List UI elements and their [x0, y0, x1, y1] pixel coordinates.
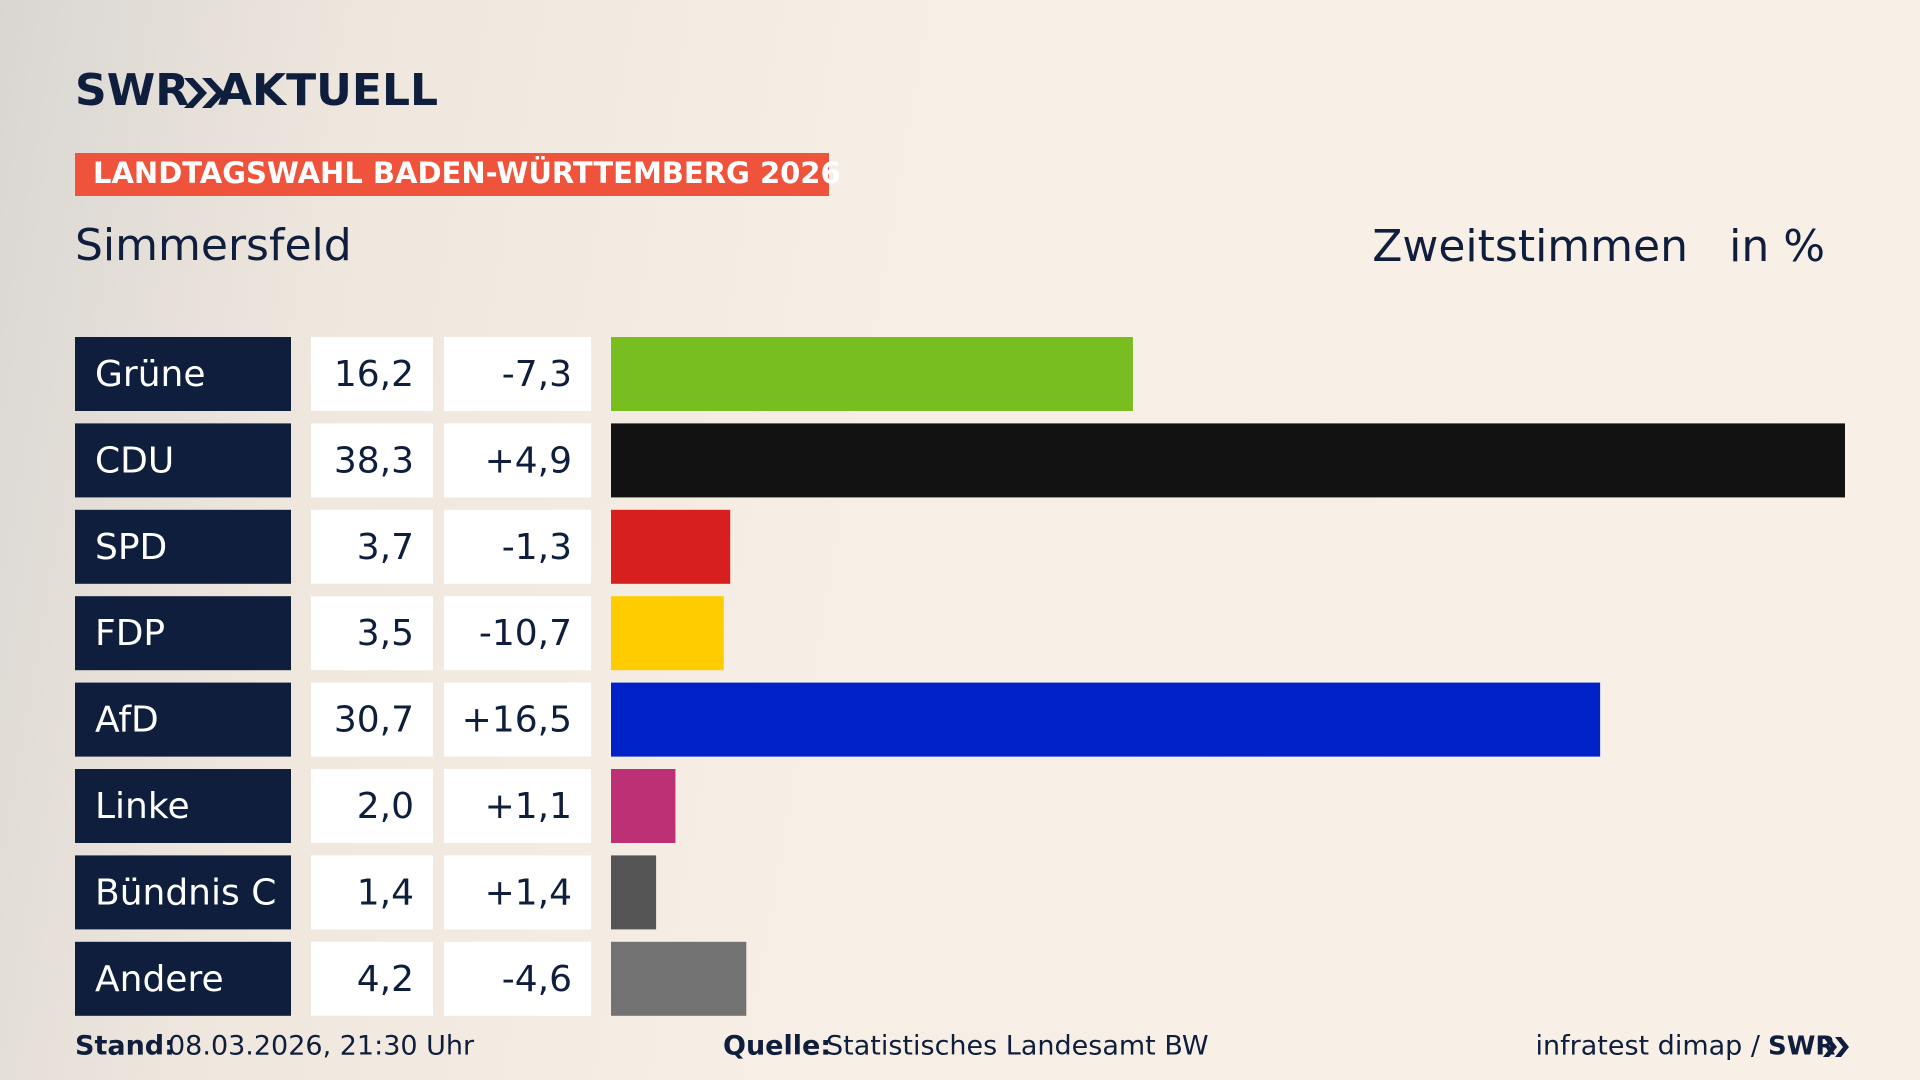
value-box: [311, 941, 433, 1016]
value-box: [311, 423, 433, 498]
bar: [611, 337, 1133, 411]
change-label: -10,7: [479, 613, 572, 654]
change-label: +1,1: [485, 786, 572, 827]
bar: [611, 769, 676, 843]
party-name: Bündnis C: [95, 872, 276, 913]
source-label: Quelle:: [723, 1031, 831, 1062]
change-box: [444, 769, 591, 843]
change-box: [444, 423, 591, 498]
chart-title: Simmersfeld: [75, 220, 352, 271]
value-label: 2,0: [357, 786, 414, 827]
value-label: 30,7: [334, 700, 414, 741]
brand-chevrons: [184, 78, 225, 108]
change-box: [444, 682, 591, 757]
change-label: +4,9: [485, 440, 572, 481]
bar: [611, 509, 731, 584]
change-box: [444, 337, 591, 411]
banner: LANDTAGSWAHL BADEN-WÜRTTEMBERG 2026: [93, 156, 841, 190]
party-name: SPD: [95, 527, 167, 568]
source: Statistisches Landesamt BW: [826, 1031, 1209, 1062]
value-label: 4,2: [357, 959, 414, 1000]
stand: 08.03.2026, 21:30 Uhr: [168, 1031, 475, 1062]
bar: [611, 423, 1845, 498]
change-label: +1,4: [485, 872, 572, 913]
party-box: [75, 682, 291, 757]
party-box: [75, 509, 291, 584]
measure: Zweitstimmen: [1372, 221, 1688, 272]
change-label: -1,3: [502, 527, 572, 568]
party-name: Andere: [95, 959, 224, 1000]
party-name: Linke: [95, 786, 190, 827]
party-box: [75, 769, 291, 843]
bar: [611, 855, 657, 930]
value-label: 38,3: [334, 440, 414, 481]
value-label: 3,5: [357, 613, 414, 654]
credit: infratest dimap /: [1535, 1031, 1760, 1062]
value-box: [311, 337, 433, 411]
value-box: [311, 855, 433, 930]
unit: in %: [1729, 221, 1825, 272]
party-box: [75, 337, 291, 411]
value-label: 3,7: [357, 527, 414, 568]
value-label: 16,2: [334, 354, 414, 395]
change-box: [444, 941, 591, 1016]
change-label: +16,5: [462, 700, 572, 741]
value-box: [311, 769, 433, 843]
party-box: [75, 423, 291, 498]
bar: [611, 941, 747, 1016]
value-box: [311, 596, 433, 671]
bar: [611, 596, 724, 671]
party-box: [75, 941, 291, 1016]
value-box: [311, 509, 433, 584]
party-name: FDP: [95, 613, 165, 654]
footer-chevrons: [1823, 1037, 1849, 1057]
party-box: [75, 596, 291, 671]
party-name: AfD: [95, 700, 159, 741]
change-box: [444, 855, 591, 930]
value-box: [311, 682, 433, 757]
party-name: CDU: [95, 440, 174, 481]
stand-label: Stand:: [75, 1031, 175, 1062]
change-box: [444, 596, 591, 671]
brand: SWR: [75, 65, 189, 116]
party-box: [75, 855, 291, 930]
value-label: 1,4: [357, 872, 414, 913]
change-label: -4,6: [502, 959, 572, 1000]
party-name: Grüne: [95, 354, 205, 395]
change-label: -7,3: [502, 354, 572, 395]
banner-bg: [75, 153, 829, 196]
bar: [611, 682, 1601, 757]
change-box: [444, 509, 591, 584]
brand-name: AKTUELL: [218, 65, 438, 116]
